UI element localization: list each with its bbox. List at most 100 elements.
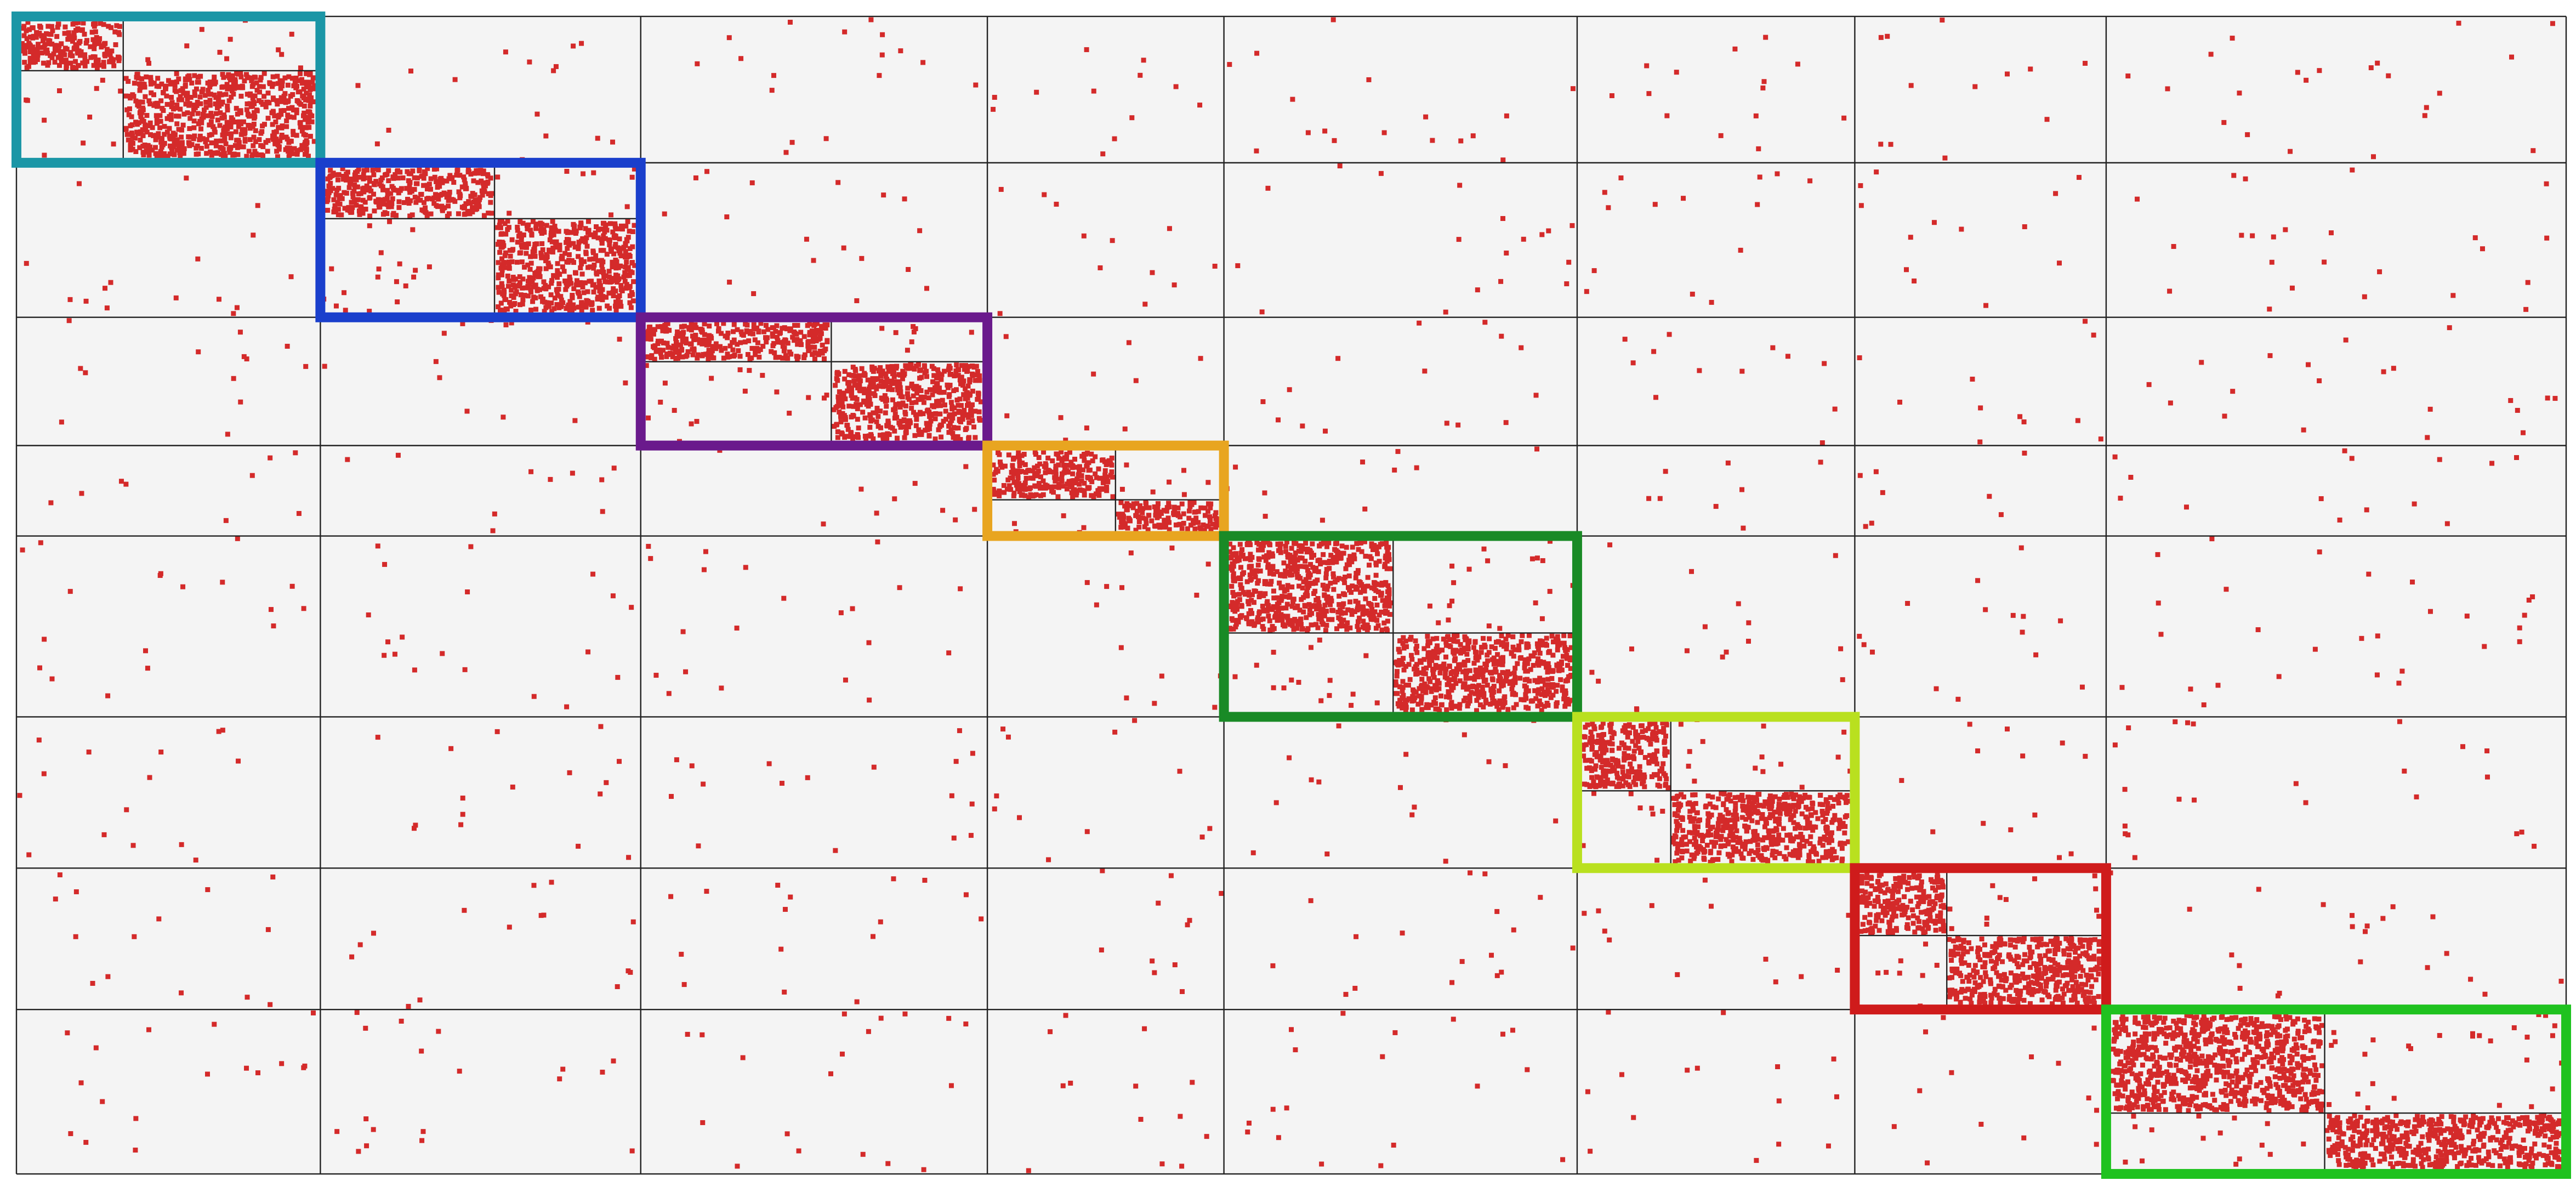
dot: [2427, 609, 2433, 614]
dot: [301, 113, 306, 118]
dot: [439, 178, 445, 183]
dot: [60, 49, 65, 54]
dot: [66, 30, 71, 36]
dot: [1402, 699, 1408, 704]
dot: [1316, 779, 1322, 785]
dot: [47, 41, 52, 47]
dot: [624, 259, 629, 265]
dot: [1084, 425, 1089, 431]
dot: [1349, 559, 1355, 565]
dot: [627, 300, 633, 305]
dot: [417, 997, 423, 1003]
dot: [391, 211, 396, 216]
dot: [220, 132, 225, 138]
dot: [265, 116, 271, 121]
dot: [787, 349, 792, 355]
dot: [1444, 421, 1449, 426]
dot: [920, 60, 926, 65]
dot: [1270, 607, 1275, 612]
dot: [927, 414, 932, 419]
dot: [1256, 594, 1262, 599]
dot: [884, 435, 890, 441]
dot: [397, 169, 403, 175]
dot: [688, 342, 693, 347]
dot: [1462, 732, 1467, 737]
dot: [367, 223, 372, 229]
dot: [677, 333, 683, 339]
dot: [725, 331, 731, 336]
dot: [1208, 505, 1213, 510]
dot: [2230, 389, 2236, 394]
dot: [1363, 553, 1368, 559]
dot: [324, 199, 329, 205]
dot: [1519, 345, 1524, 350]
dot: [1278, 573, 1283, 578]
dot: [2239, 232, 2244, 238]
dot: [1117, 514, 1122, 520]
dot: [192, 89, 197, 95]
dot: [852, 383, 857, 388]
dot: [1175, 505, 1181, 510]
dot: [1365, 583, 1371, 589]
dot: [172, 88, 178, 93]
dot: [309, 95, 314, 100]
dot: [2484, 774, 2490, 780]
dot: [1213, 510, 1219, 515]
dot: [2364, 507, 2369, 513]
dot: [966, 364, 971, 369]
dot: [364, 183, 369, 189]
dot: [1104, 584, 1110, 589]
dot: [195, 143, 200, 149]
dot: [291, 115, 297, 120]
dot: [27, 27, 32, 32]
dot: [1858, 203, 1864, 208]
dot: [524, 223, 530, 228]
dot: [427, 264, 432, 270]
dot: [274, 98, 280, 104]
dot: [1498, 680, 1504, 685]
dot: [158, 750, 164, 755]
dot: [1084, 47, 1089, 53]
dot: [64, 64, 69, 69]
dot: [360, 211, 366, 216]
dot: [495, 225, 501, 230]
dot: [472, 171, 477, 176]
dot: [557, 1076, 562, 1082]
dot: [90, 980, 95, 986]
dot: [168, 81, 173, 87]
dot: [930, 379, 936, 384]
dot: [78, 1080, 84, 1086]
dot: [1185, 922, 1190, 928]
dot: [588, 232, 593, 237]
dot: [25, 44, 31, 50]
dot: [1341, 601, 1346, 606]
dot: [298, 71, 303, 76]
dot: [567, 299, 573, 304]
dot: [1681, 196, 1686, 201]
dot: [1346, 558, 1352, 563]
dot: [623, 286, 629, 291]
dot: [100, 77, 105, 83]
dot: [1487, 701, 1493, 707]
dot: [770, 331, 775, 337]
dot: [506, 283, 511, 289]
dot: [1497, 673, 1502, 678]
dot: [270, 874, 276, 879]
dot: [458, 822, 464, 827]
dot: [877, 383, 882, 389]
dot: [1260, 604, 1265, 609]
dot: [1320, 621, 1326, 627]
dot: [1300, 585, 1305, 591]
dot: [176, 76, 181, 82]
dot: [1063, 438, 1068, 443]
dot: [924, 421, 929, 426]
dot: [1248, 557, 1253, 563]
dot: [894, 415, 900, 420]
dot: [527, 266, 533, 272]
dot: [543, 305, 549, 310]
dot: [824, 322, 830, 328]
dot: [1192, 526, 1198, 532]
dot: [1284, 601, 1290, 607]
dot: [1374, 617, 1380, 623]
dot: [1532, 650, 1537, 656]
